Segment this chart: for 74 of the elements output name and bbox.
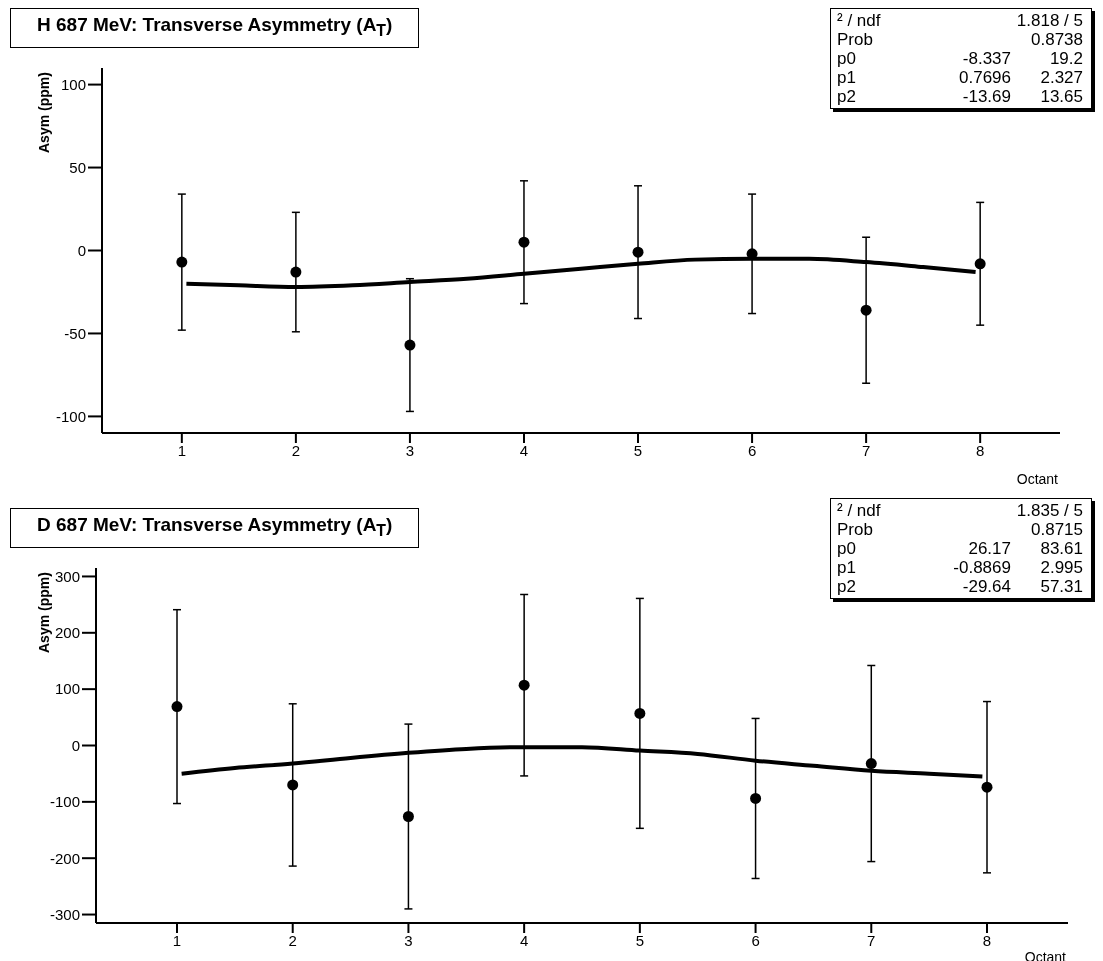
text: 19.2 [1048,49,1083,68]
text: Prob [837,520,873,539]
y-tick-label: 0 [77,241,86,259]
x-axis-title: Octant [1016,471,1059,487]
text: p0 [837,539,856,558]
x-tick-label: 8 [975,441,985,459]
x-tick-label: 5 [635,931,645,949]
annotation: 0.7696 [958,68,1011,87]
annotation: -29.64 [961,577,1011,596]
annotation: 2.995 [1039,558,1083,577]
point [290,266,302,278]
text: ² / ndf [837,501,881,520]
text: 1.818 / 5 [1015,11,1083,30]
point [287,779,299,791]
x-tick-label: 2 [291,441,301,459]
x-tick-label: 8 [982,931,992,949]
text: 0.8715 [1030,520,1083,539]
text: 0.8738 [1030,30,1083,49]
x-tick-label: 2 [288,931,297,949]
point [518,679,530,691]
text: Prob [837,30,873,49]
x-tick-label: 1 [177,441,187,459]
point [860,304,872,316]
text: 83.61 [1039,539,1083,558]
x-tick-label: 6 [751,931,760,949]
annotation: -0.8869 [952,558,1011,577]
text: ² / ndf [837,11,881,30]
x-tick-label: 7 [861,441,871,459]
y-axis-title: Asym (ppm) [35,572,52,653]
x-tick-label: 3 [404,931,413,949]
annotation: p2 [837,577,856,596]
y-tick-label: 300 [54,567,80,585]
point [518,236,530,248]
annotation: 13.65 [1039,87,1083,106]
point [750,792,762,804]
annotation: -13.69 [961,87,1011,106]
x-tick-label: 1 [172,931,182,949]
point [176,256,188,268]
y-tick-label: 50 [69,158,86,176]
y-tick-label: -100 [55,407,86,425]
point [865,758,877,770]
y-tick-label: 0 [71,736,80,754]
x-tick-label: 4 [519,931,529,949]
y-axis-title: Asym (ppm) [35,72,52,153]
point [632,246,644,258]
y-tick-label: -200 [49,849,80,867]
point [404,339,416,351]
annotation: p2 [837,87,856,106]
annotation: 57.31 [1039,577,1083,596]
point [171,701,183,713]
x-tick-label: 6 [747,441,757,459]
annotation: p1 [837,558,856,577]
x-tick-label: 4 [519,441,529,459]
point [402,811,414,822]
x-tick-label: 7 [867,931,876,949]
y-tick-label: -100 [49,793,80,811]
annotation: p1 [837,68,856,87]
point [974,258,986,270]
x-tick-label: 5 [633,441,643,459]
text: 26.17 [967,539,1011,558]
annotation: 2.327 [1039,68,1083,87]
point [981,781,993,793]
point [634,707,646,719]
chart-title: H 687 MeV: Transverse Asymmetry (A$_{T}$) [10,8,420,48]
x-tick-label: 3 [405,441,415,459]
y-tick-label: -50 [64,324,86,342]
text: p0 [837,49,856,68]
text: -8.337 [961,49,1011,68]
chart-title: D 687 MeV: Transverse Asymmetry (A$_{T}$) [10,508,420,548]
y-tick-label: 100 [54,680,80,698]
y-tick-label: 100 [60,75,86,93]
y-tick-label: 200 [54,624,80,642]
y-tick-label: -300 [49,905,80,923]
text: 1.835 / 5 [1015,501,1083,520]
